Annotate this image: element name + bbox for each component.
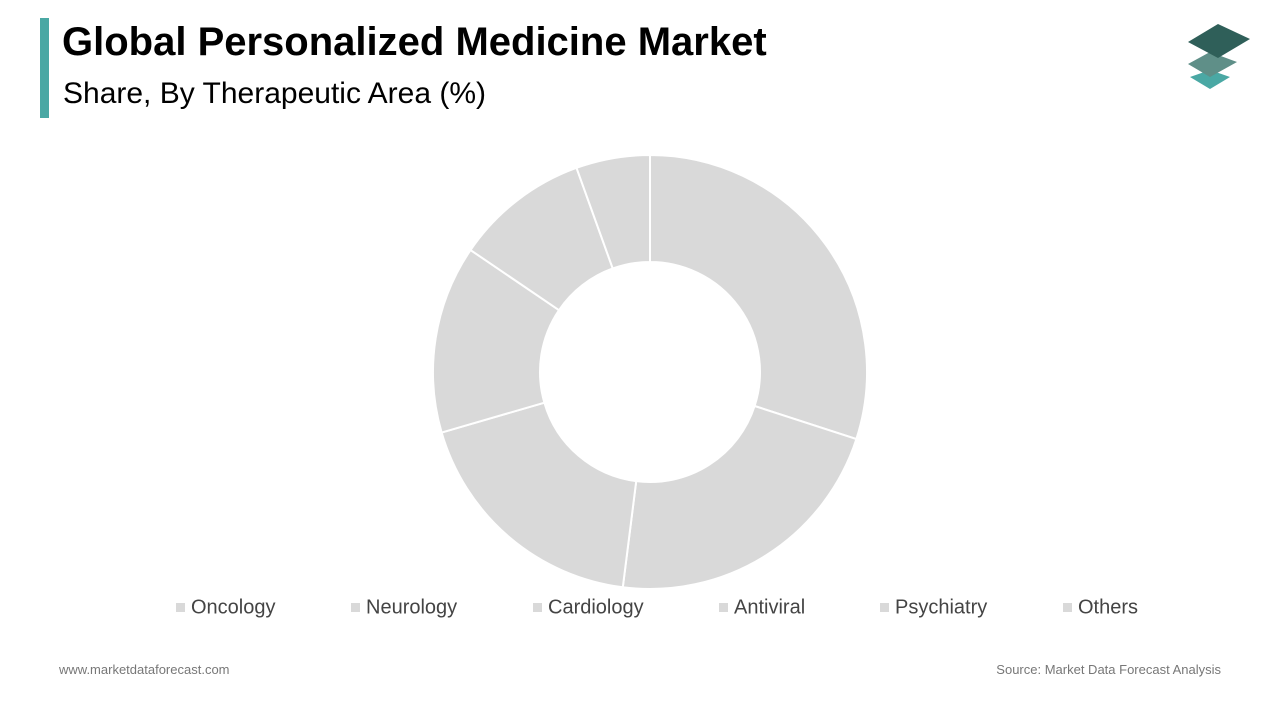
donut-segment xyxy=(649,153,868,441)
legend-label: Antiviral xyxy=(734,596,805,618)
donut-segment xyxy=(621,404,858,590)
legend-label: Cardiology xyxy=(548,596,644,618)
legend-marker xyxy=(1063,603,1072,612)
subtitle: Share, By Therapeutic Area (%) xyxy=(63,77,486,110)
logo xyxy=(1188,24,1250,89)
website: www.marketdataforecast.com xyxy=(59,662,230,677)
legend-marker xyxy=(351,603,360,612)
legend-label: Neurology xyxy=(366,596,457,618)
accent-bar xyxy=(40,18,49,118)
title: Global Personalized Medicine Market xyxy=(62,20,767,64)
legend-label: Oncology xyxy=(191,596,276,618)
legend-label: Psychiatry xyxy=(895,596,987,618)
legend-marker xyxy=(719,603,728,612)
legend-marker xyxy=(176,603,185,612)
donut-segment xyxy=(440,401,638,589)
legend-label: Others xyxy=(1078,596,1138,618)
donut-segment xyxy=(575,153,651,270)
legend-marker xyxy=(533,603,542,612)
legend-marker xyxy=(880,603,889,612)
source: Source: Market Data Forecast Analysis xyxy=(996,662,1221,677)
